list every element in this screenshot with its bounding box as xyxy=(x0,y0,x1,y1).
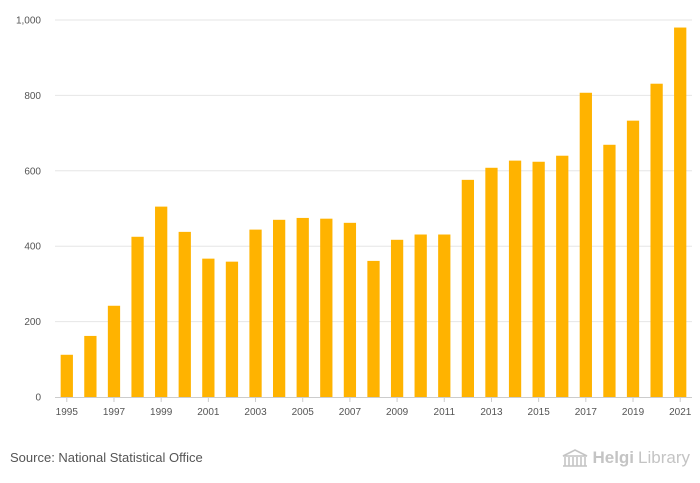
y-tick-label: 600 xyxy=(24,166,41,177)
bar-2013 xyxy=(485,167,498,397)
bar-2010 xyxy=(414,234,427,397)
x-tick-label: 1995 xyxy=(56,407,79,418)
bar-2018 xyxy=(603,144,616,397)
x-tick-label: 2007 xyxy=(339,407,362,418)
bar-2003 xyxy=(249,229,262,397)
x-tick-label: 2013 xyxy=(480,407,503,418)
bar-1996 xyxy=(84,335,97,397)
bar-2011 xyxy=(438,234,451,397)
y-tick-label: 0 xyxy=(35,393,41,404)
brand-helgi: Helgi xyxy=(592,448,635,467)
y-axis: 0 200 400 600 800 1,000 xyxy=(16,16,41,404)
bar-2017 xyxy=(579,92,592,398)
bar-1999 xyxy=(155,206,168,397)
x-axis: 1995 1997 1999 2001 2003 2005 2007 2009 2011 2013… xyxy=(55,397,692,418)
x-tick-label: 2009 xyxy=(386,407,409,418)
bar-2012 xyxy=(461,179,475,397)
x-tick-label: 2003 xyxy=(244,407,267,418)
bar-2014 xyxy=(508,160,522,397)
bar-2006 xyxy=(320,218,333,397)
x-tick-label: 1999 xyxy=(150,407,173,418)
bar-2020 xyxy=(650,83,663,397)
source-note: Source: National Statistical Office xyxy=(10,450,203,465)
x-tick-label: 2015 xyxy=(528,407,551,418)
x-tick-label: 2021 xyxy=(669,407,692,418)
helgi-library-logo: Helgi Library xyxy=(562,448,690,468)
x-tick-label: 2005 xyxy=(292,407,315,418)
bar-1995 xyxy=(60,354,73,397)
bar-2000 xyxy=(178,231,191,397)
bar-2015 xyxy=(532,161,545,397)
bar-2007 xyxy=(343,222,357,397)
brand-library: Library xyxy=(638,448,690,467)
x-tick-label: 2019 xyxy=(622,407,645,418)
bar-2019 xyxy=(626,120,640,397)
x-tick-label: 1997 xyxy=(103,407,126,418)
bar-2005 xyxy=(296,217,309,397)
y-tick-label: 1,000 xyxy=(16,16,41,27)
x-tick-label: 2001 xyxy=(197,407,220,418)
bar-chart: 0 200 400 600 800 1,000 1995 1997 1999 2001 2003 2… xyxy=(16,16,692,418)
bar-1998 xyxy=(131,236,144,397)
library-building-icon xyxy=(563,449,588,467)
bar-2016 xyxy=(556,155,569,397)
y-tick-label: 200 xyxy=(24,317,41,328)
y-tick-label: 400 xyxy=(24,242,41,253)
bar-2021 xyxy=(674,27,687,397)
x-tick-label: 2017 xyxy=(575,407,598,418)
y-tick-label: 800 xyxy=(24,91,41,102)
bar-2008 xyxy=(367,260,380,397)
x-tick-label: 2011 xyxy=(434,407,456,418)
bar-2009 xyxy=(390,239,404,397)
bar-2004 xyxy=(272,219,286,397)
bar-2002 xyxy=(225,261,239,397)
bar-1997 xyxy=(107,305,121,397)
bar-layer xyxy=(60,27,687,398)
bar-2001 xyxy=(202,258,215,397)
